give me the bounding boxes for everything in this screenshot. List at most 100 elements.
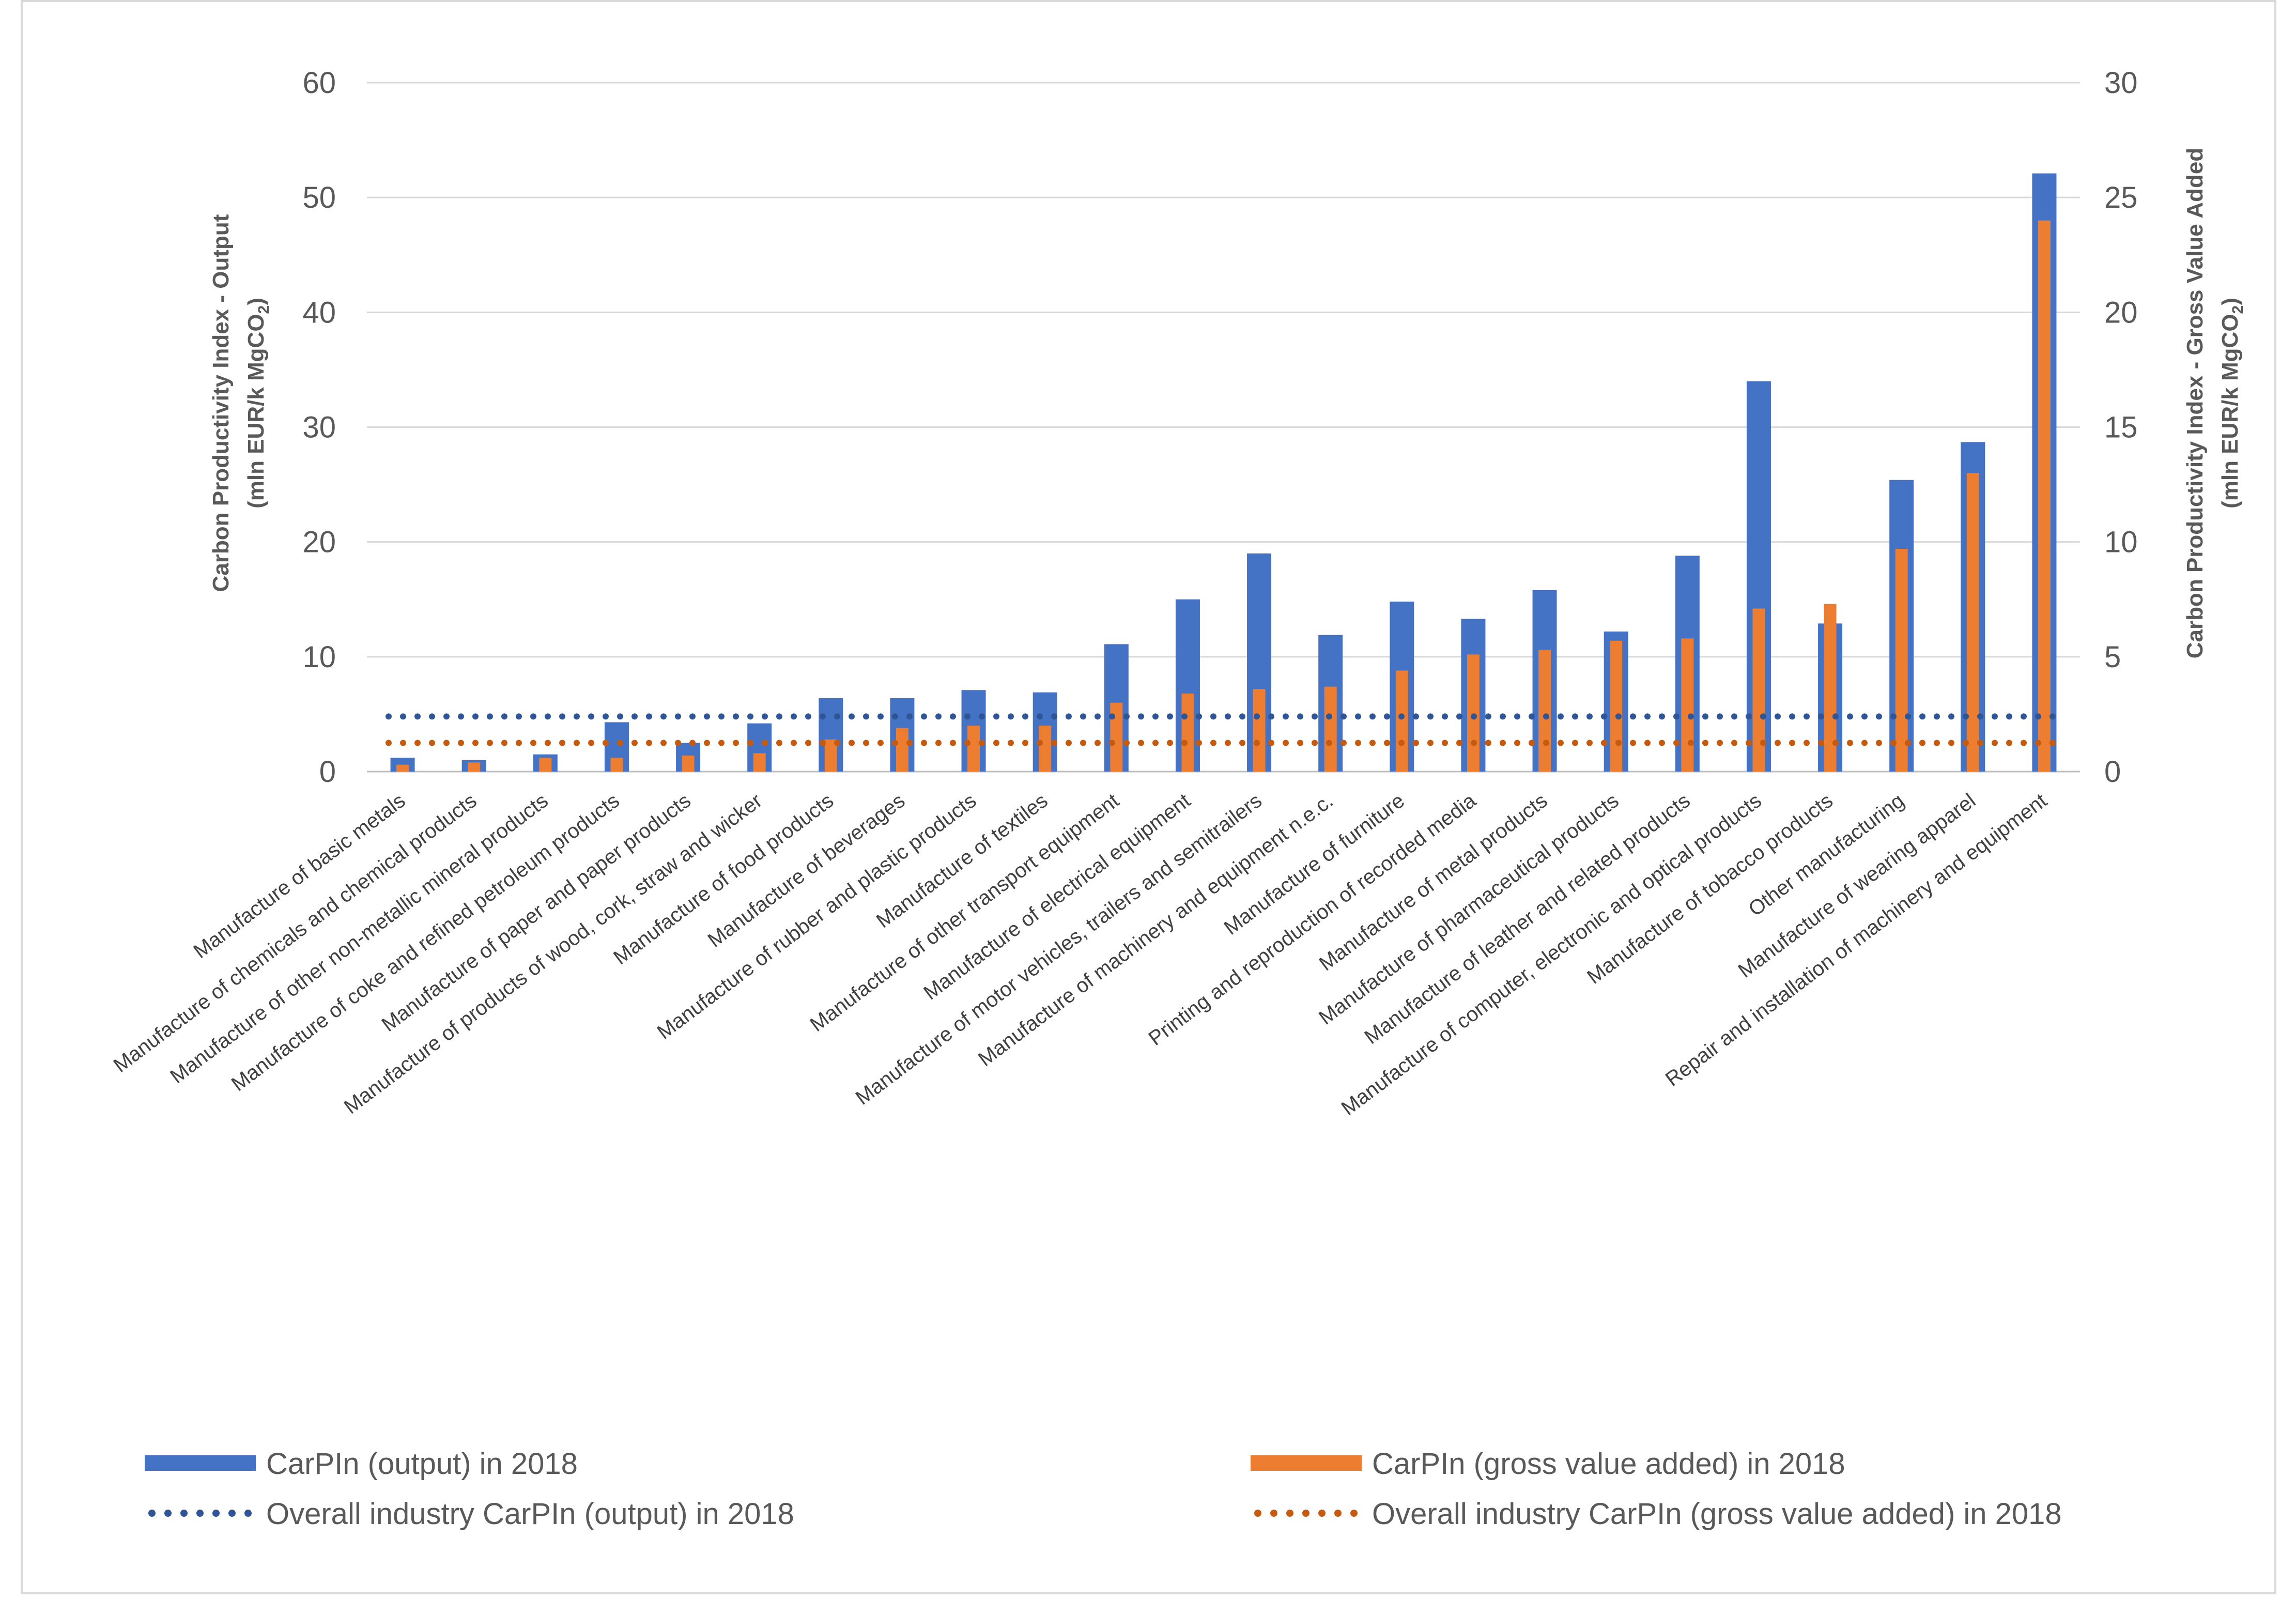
reference-dot-gva xyxy=(1225,740,1231,746)
reference-dot-gva xyxy=(1095,740,1101,746)
reference-dot-output xyxy=(1934,713,1940,720)
y-right-axis-title: Carbon Productivity Index - Gross Value … xyxy=(2182,148,2246,659)
y-right-tick-label: 30 xyxy=(2104,66,2138,100)
reference-dot-gva xyxy=(1384,740,1390,746)
reference-dot-output xyxy=(863,713,869,720)
reference-dot-gva xyxy=(603,740,609,746)
reference-dot-gva xyxy=(1804,740,1810,746)
reference-dot-gva xyxy=(574,740,580,746)
legend-swatch-dots xyxy=(1302,1510,1309,1517)
reference-dot-gva xyxy=(646,740,652,746)
reference-dot-gva xyxy=(545,740,551,746)
reference-dot-gva xyxy=(1283,740,1289,746)
reference-dot-output xyxy=(834,713,840,720)
reference-dot-output xyxy=(733,713,739,720)
reference-dot-output xyxy=(1847,713,1853,720)
reference-dot-output xyxy=(1746,713,1752,720)
reference-dot-output xyxy=(877,713,884,720)
reference-dot-gva xyxy=(1731,740,1737,746)
reference-dot-gva xyxy=(1861,740,1868,746)
reference-dot-gva xyxy=(834,740,840,746)
reference-dot-gva xyxy=(1746,740,1752,746)
reference-dot-output xyxy=(2021,713,2027,720)
reference-dot-output xyxy=(2035,713,2041,720)
reference-dot-gva xyxy=(979,740,985,746)
reference-dot-gva xyxy=(1992,740,1998,746)
reference-dot-gva xyxy=(660,740,667,746)
reference-dot-output xyxy=(964,713,970,720)
reference-dot-output xyxy=(747,713,753,720)
legend-swatch-dots xyxy=(1334,1510,1342,1517)
reference-dot-gva xyxy=(935,740,942,746)
bar-gross-value-added xyxy=(2038,220,2051,772)
reference-dot-gva xyxy=(820,740,826,746)
reference-dot-gva xyxy=(1948,740,1954,746)
reference-dot-output xyxy=(1095,713,1101,720)
legend-swatch-dots xyxy=(1350,1510,1358,1517)
reference-dot-output xyxy=(820,713,826,720)
reference-dot-gva xyxy=(559,740,565,746)
reference-dot-output xyxy=(1876,713,1882,720)
y-right-tick-label: 25 xyxy=(2104,181,2138,214)
reference-dot-gva xyxy=(1717,740,1723,746)
reference-dot-gva xyxy=(689,740,696,746)
category-label: Manufacture of leather and related produ… xyxy=(1360,789,1694,1049)
y-left-tick-label: 30 xyxy=(302,411,336,444)
reference-dot-output xyxy=(906,713,913,720)
reference-dot-gva xyxy=(2050,740,2056,746)
reference-dot-output xyxy=(386,713,392,720)
bar-gross-value-added xyxy=(1110,702,1123,772)
reference-dot-output xyxy=(1051,713,1057,720)
reference-dot-gva xyxy=(1369,740,1376,746)
y-right-axis-title-line2-subscript: 2 xyxy=(2229,305,2246,314)
bar-gross-value-added xyxy=(967,726,980,772)
y-right-axis-title-line2-suffix: ) xyxy=(2217,298,2243,305)
reference-dot-gva xyxy=(776,740,782,746)
reference-dot-gva xyxy=(472,740,479,746)
legend-swatch-dots xyxy=(148,1510,156,1517)
reference-dot-output xyxy=(443,713,450,720)
bar-gross-value-added xyxy=(1752,608,1765,772)
y-right-tick-label: 10 xyxy=(2104,526,2138,559)
reference-dot-gva xyxy=(1008,740,1014,746)
reference-dot-gva xyxy=(1919,740,1925,746)
reference-dot-output xyxy=(1268,713,1274,720)
reference-dot-gva xyxy=(1905,740,1911,746)
reference-dot-output xyxy=(704,713,710,720)
y-right-tick-label: 15 xyxy=(2104,411,2138,444)
y-right-axis-title-line2-text: (mln EUR/k MgCO xyxy=(2217,314,2243,508)
reference-dot-gva xyxy=(1789,740,1795,746)
reference-dot-output xyxy=(1196,713,1202,720)
y-right-tick-label: 20 xyxy=(2104,296,2138,329)
reference-dot-gva xyxy=(1239,740,1245,746)
reference-dot-gva xyxy=(443,740,450,746)
reference-dot-output xyxy=(660,713,667,720)
reference-dot-gva xyxy=(1659,740,1665,746)
reference-dot-gva xyxy=(1847,740,1853,746)
reference-dot-gva xyxy=(964,740,970,746)
reference-dot-output xyxy=(921,713,927,720)
reference-dot-gva xyxy=(950,740,956,746)
y-right-tick-label: 5 xyxy=(2104,640,2121,674)
reference-dot-gva xyxy=(1890,740,1897,746)
reference-dot-output xyxy=(1717,713,1723,720)
reference-dot-output xyxy=(1152,713,1159,720)
legend-swatch-dots xyxy=(212,1510,220,1517)
reference-dot-gva xyxy=(906,740,913,746)
y-left-axis-title-line2: (mln EUR/k MgCO2) xyxy=(243,298,272,509)
reference-dot-gva xyxy=(1181,740,1188,746)
reference-dot-output xyxy=(805,713,811,720)
reference-dot-gva xyxy=(458,740,464,746)
reference-dot-gva xyxy=(1485,740,1491,746)
bar-gross-value-added xyxy=(1467,654,1480,772)
legend-swatch-bar xyxy=(145,1455,256,1471)
reference-dot-output xyxy=(1254,713,1260,720)
reference-dot-gva xyxy=(1977,740,1983,746)
reference-dot-output xyxy=(1427,713,1434,720)
reference-dot-output xyxy=(617,713,623,720)
reference-dot-gva xyxy=(1529,740,1535,746)
reference-dot-gva xyxy=(1138,740,1144,746)
reference-dot-output xyxy=(1789,713,1795,720)
reference-dot-output xyxy=(892,713,898,720)
